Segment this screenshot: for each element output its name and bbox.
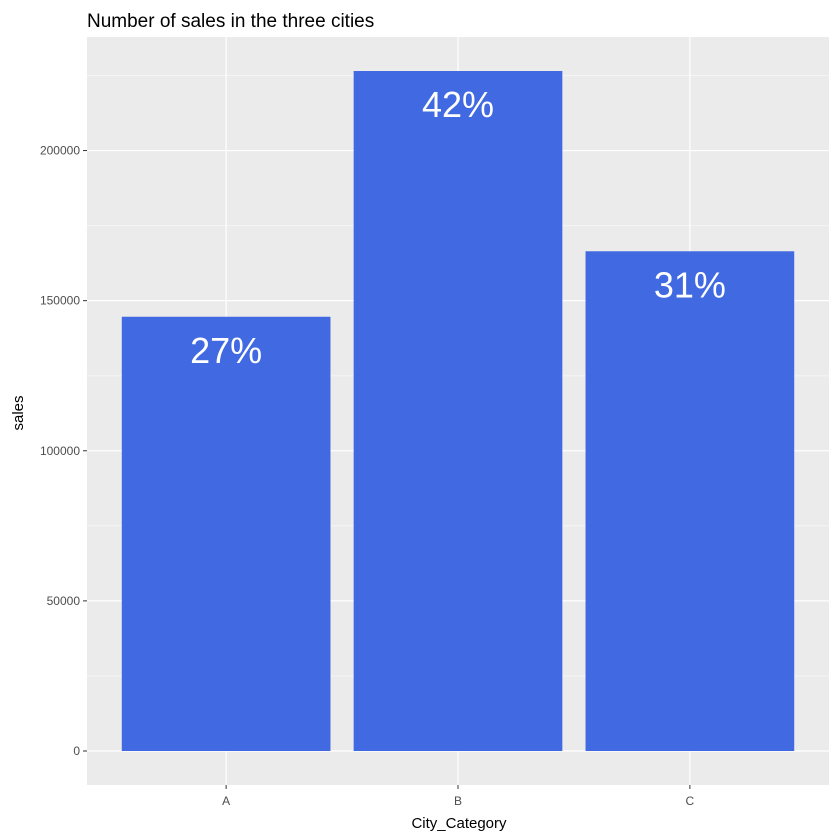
bar-label-A: 27%	[190, 330, 262, 371]
y-tick-label: 200000	[40, 144, 80, 158]
y-tick-label: 100000	[40, 444, 80, 458]
x-axis: A B C	[222, 785, 695, 808]
bar-C	[585, 251, 795, 751]
y-tick-label: 150000	[40, 294, 80, 308]
bar-B	[353, 71, 563, 751]
bar-label-C: 31%	[654, 264, 726, 305]
y-axis: 0 50000 100000 150000 200000	[40, 144, 87, 758]
y-tick-label: 0	[73, 744, 80, 758]
x-tick-label-C: C	[686, 794, 695, 808]
x-tick-label-B: B	[454, 794, 462, 808]
y-tick-label: 50000	[47, 594, 81, 608]
x-tick-label-A: A	[222, 794, 230, 808]
bar-labels: 27% 42% 31%	[190, 84, 726, 371]
bar-A	[121, 316, 331, 751]
bars	[121, 71, 795, 751]
y-axis-title: sales	[10, 395, 27, 430]
bar-label-B: 42%	[422, 84, 494, 125]
chart-title: Number of sales in the three cities	[87, 11, 374, 32]
x-axis-title: City_Category	[411, 815, 507, 832]
